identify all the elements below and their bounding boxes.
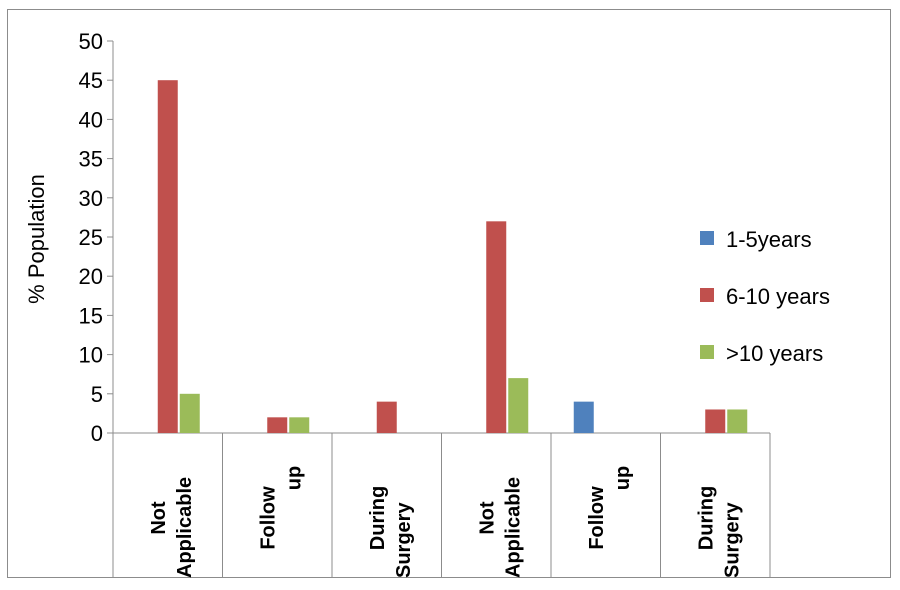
bar-10-years [727, 409, 748, 433]
y-tick-label: 35 [79, 147, 103, 172]
y-tick-label: 30 [79, 186, 103, 211]
y-tick-label: 5 [91, 382, 103, 407]
category-label: Not [476, 501, 498, 535]
bar-6-10-years [267, 417, 288, 433]
bar-6-10-years [486, 221, 507, 433]
bar-10-years [179, 393, 200, 433]
legend-swatch [700, 288, 714, 302]
bar-6-10-years [376, 401, 397, 433]
legend-swatch [700, 345, 714, 359]
legend-label: 1-5years [726, 227, 812, 252]
legend-swatch [700, 231, 714, 245]
bar-10-years [508, 378, 529, 433]
category-label: Applicable [174, 477, 196, 578]
category-label: During [367, 486, 389, 550]
y-tick-label: 40 [79, 107, 103, 132]
y-tick-label: 0 [91, 421, 103, 446]
y-tick-label: 15 [79, 303, 103, 328]
category-label: up [612, 466, 634, 490]
bar-1-5years [573, 401, 594, 433]
y-tick-label: 25 [79, 225, 103, 250]
y-tick-label: 10 [79, 343, 103, 368]
y-tick-label: 20 [79, 264, 103, 289]
chart-frame [7, 9, 891, 578]
category-label: Follow [257, 486, 279, 550]
bar-10-years [289, 417, 310, 433]
legend-label: >10 years [726, 341, 823, 366]
y-tick-label: 45 [79, 68, 103, 93]
category-label: Not [148, 501, 170, 535]
category-label: Surgery [393, 502, 415, 578]
y-tick-label: 50 [79, 29, 103, 54]
category-label: Surgery [721, 502, 743, 578]
y-axis-title: % Population [24, 174, 49, 304]
legend-label: 6-10 years [726, 284, 830, 309]
category-label: Follow [586, 486, 608, 550]
bar-6-10-years [157, 80, 178, 433]
category-label: up [283, 466, 305, 490]
category-label: During [695, 486, 717, 550]
bar-6-10-years [705, 409, 726, 433]
category-label: Applicable [502, 477, 524, 578]
